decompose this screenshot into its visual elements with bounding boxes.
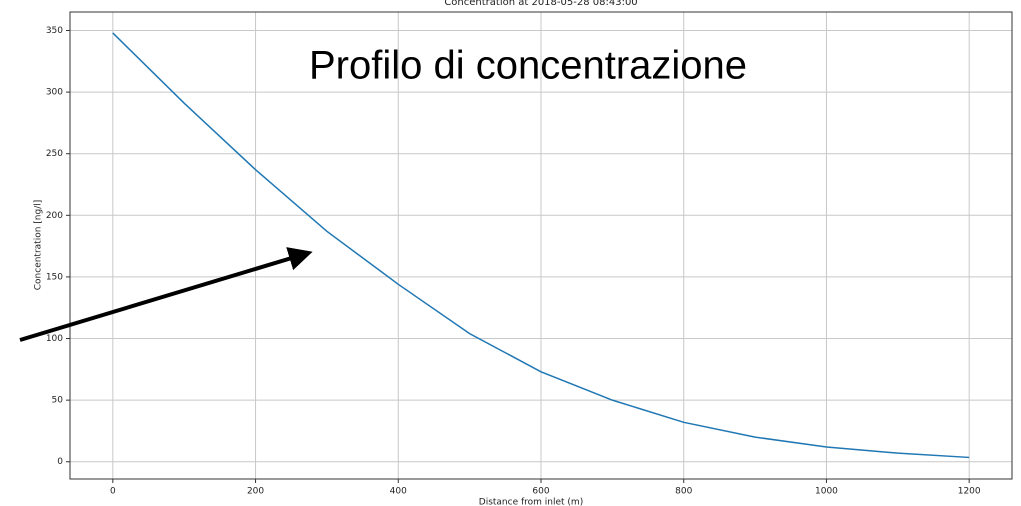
annotation: Profilo di concentrazione bbox=[309, 44, 747, 88]
y-axis-label: Concentration [ng/l] bbox=[34, 200, 44, 291]
data-line bbox=[112, 32, 970, 459]
y-tick-label: 150 bbox=[46, 272, 63, 282]
y-tick-label: 50 bbox=[52, 396, 64, 406]
chart-title: Concentration at 2018-05-28 08:43:00 bbox=[444, 0, 637, 8]
y-tick-label: 200 bbox=[46, 211, 63, 221]
x-tick-label: 0 bbox=[110, 487, 116, 497]
x-axis-label: Distance from inlet (m) bbox=[479, 498, 583, 506]
x-tick-label: 600 bbox=[532, 487, 549, 497]
plot-frame bbox=[69, 11, 1013, 480]
y-tick-label: 350 bbox=[46, 26, 63, 36]
y-tick-label: 100 bbox=[46, 334, 63, 344]
x-tick-label: 1000 bbox=[815, 487, 838, 497]
y-tick-label: 0 bbox=[57, 457, 63, 467]
y-tick-label: 250 bbox=[46, 149, 63, 159]
x-tick-label: 800 bbox=[675, 487, 692, 497]
x-tick-label: 400 bbox=[390, 487, 407, 497]
y-tick-label: 300 bbox=[46, 88, 63, 98]
plot-area: 0 200 400 600 800 1000 1200 0 50 100 150 200 250 300 3… bbox=[46, 11, 1013, 497]
x-tick-label: 200 bbox=[247, 487, 264, 497]
arrow bbox=[19, 247, 313, 342]
x-tick-label: 1200 bbox=[958, 487, 981, 497]
